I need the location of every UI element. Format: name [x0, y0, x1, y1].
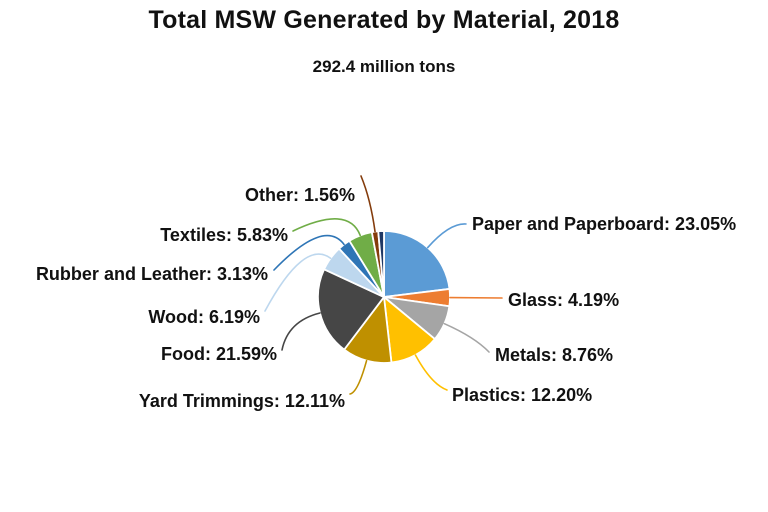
leader-line-metals: [443, 322, 490, 353]
leader-line-other: [360, 175, 376, 233]
slice-label-other: Other: 1.56%: [244, 185, 355, 205]
chart-title: Total MSW Generated by Material, 2018: [148, 6, 620, 34]
leader-line-food: [281, 312, 321, 351]
slice-label-glass: Glass: 4.19%: [508, 290, 620, 310]
leader-line-textiles: [292, 218, 362, 237]
slice-label-yard-trimmings: Yard Trimmings: 12.11%: [138, 391, 345, 411]
slice-label-food: Food: 21.59%: [160, 344, 277, 364]
leader-line-yard-trimmings: [349, 359, 368, 395]
slice-label-textiles: Textiles: 5.83%: [160, 225, 288, 245]
leader-line-rubber-and-leather: [273, 234, 345, 271]
slice-label-paper-and-paperboard: Paper and Paperboard: 23.05%: [472, 214, 737, 234]
slice-label-metals: Metals: 8.76%: [495, 345, 614, 365]
chart-subtitle: 292.4 million tons: [312, 57, 456, 76]
leader-line-paper-and-paperboard: [426, 223, 467, 249]
pie-slice-unlabeled: [377, 230, 385, 298]
leader-line-plastics: [414, 354, 448, 391]
slice-label-plastics: Plastics: 12.20%: [452, 385, 593, 405]
pie-slice-paper-and-paperboard: [383, 230, 451, 298]
slice-label-wood: Wood: 6.19%: [148, 307, 260, 327]
leader-line-wood: [264, 253, 332, 312]
slice-label-rubber-and-leather: Rubber and Leather: 3.13%: [35, 264, 268, 284]
